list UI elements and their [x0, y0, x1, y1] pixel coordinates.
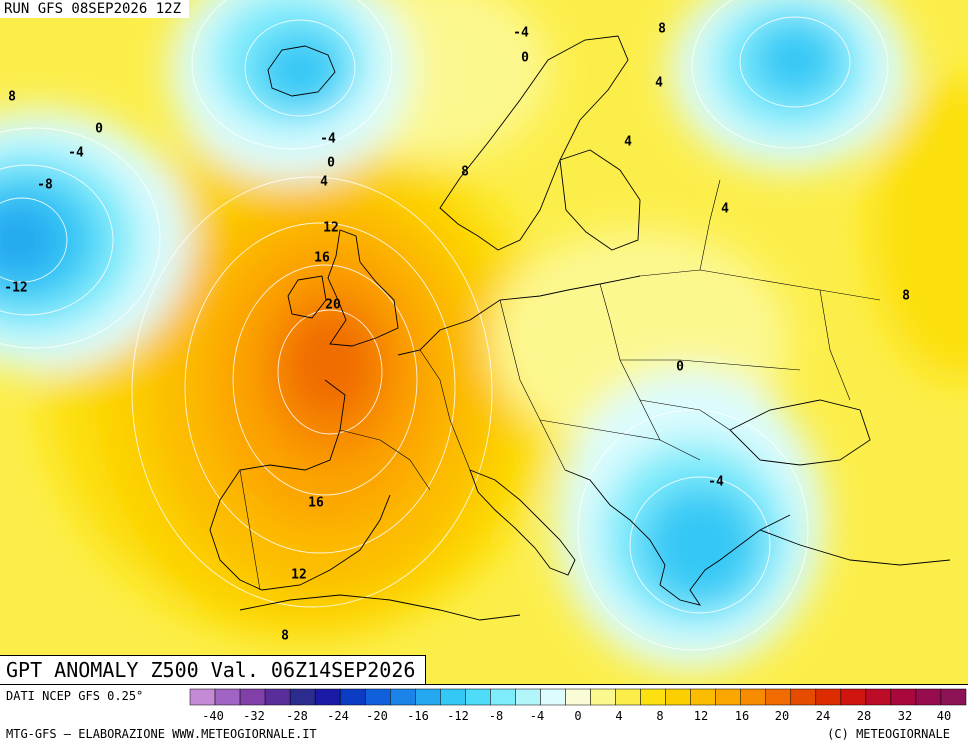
scale-tick-label: -28 — [286, 709, 308, 723]
scale-tick-label: 32 — [898, 709, 912, 723]
scale-swatch — [640, 688, 666, 706]
scale-tick-label: -4 — [530, 709, 544, 723]
scale-swatch — [390, 688, 416, 706]
scale-tick-label: 0 — [574, 709, 581, 723]
contour-label: 8 — [658, 22, 666, 37]
elaboration-credit: MTG-GFS — ELABORAZIONE WWW.METEOGIORNALE… — [6, 727, 317, 741]
scale-tick-label: 24 — [816, 709, 830, 723]
contour-labels: 8 0 -4 -8 -12 -4 0 4 12 16 20 -4 0 8 4 4 4 8 0 -4 16 12 8 8 — [4, 22, 910, 644]
contour-label: -8 — [37, 178, 53, 193]
borders — [239, 179, 881, 591]
scale-tick-label: -12 — [447, 709, 469, 723]
field-positive-core — [285, 310, 375, 420]
contour-label: 0 — [521, 51, 529, 66]
scale-swatch — [515, 688, 541, 706]
scale-swatch — [740, 688, 766, 706]
scale-swatch — [765, 688, 792, 706]
scale-swatch — [189, 688, 216, 706]
scale-tick-label: -24 — [327, 709, 349, 723]
field-gr-low-3 — [640, 485, 760, 605]
scale-tick-label: -16 — [407, 709, 429, 723]
scale-tick-label: 16 — [735, 709, 749, 723]
contour-label: 12 — [291, 568, 307, 583]
scale-swatch — [289, 688, 316, 706]
scale-tick-label: 8 — [656, 709, 663, 723]
coastlines — [209, 35, 951, 621]
scale-swatch — [264, 688, 291, 706]
contour-label: 8 — [902, 289, 910, 304]
scale-tick-label: -20 — [366, 709, 388, 723]
contour-label: 8 — [281, 629, 289, 644]
scale-swatch — [665, 688, 691, 706]
scale-tick-label: 4 — [615, 709, 622, 723]
scale-swatch — [890, 688, 917, 706]
contour-label: 4 — [721, 202, 729, 217]
contour-label: -4 — [68, 146, 84, 161]
contour-label: 4 — [655, 76, 663, 91]
scale-swatch — [339, 688, 366, 706]
scale-tick-label: -8 — [489, 709, 503, 723]
scale-swatch — [364, 688, 391, 706]
scale-swatch — [815, 688, 842, 706]
contour-label: -4 — [708, 475, 724, 490]
scale-swatch — [314, 688, 341, 706]
scale-swatch — [940, 688, 967, 706]
contour-label: -4 — [513, 26, 529, 41]
scale-swatch — [790, 688, 817, 706]
contour-label: 0 — [676, 360, 684, 375]
scale-swatch — [865, 688, 892, 706]
valid-label: GPT ANOMALY Z500 Val. 06Z14SEP2026 — [0, 655, 427, 684]
scale-tick-label: -40 — [202, 709, 224, 723]
scale-swatch — [690, 688, 716, 706]
scale-swatch — [565, 688, 591, 706]
contour-label: 8 — [8, 90, 16, 105]
scale-swatch — [615, 688, 641, 706]
copyright: (C) METEOGIORNALE — [827, 727, 950, 741]
contour-label: 0 — [95, 122, 103, 137]
contour-label: -12 — [4, 281, 27, 296]
scale-swatch — [214, 688, 241, 706]
contour-label: 12 — [323, 221, 339, 236]
scale-tick-label: 12 — [694, 709, 708, 723]
contour-label: 20 — [325, 298, 341, 313]
scale-tick-label: -32 — [243, 709, 265, 723]
scale-swatch — [239, 688, 266, 706]
field-atl-low-4 — [0, 202, 58, 278]
scale-swatch — [540, 688, 566, 706]
scale-swatch — [415, 688, 441, 706]
contour-lines — [0, 0, 889, 651]
scale-swatch — [840, 688, 867, 706]
scale-tick-label: 20 — [775, 709, 789, 723]
footer: -40 -32 -28 -24 -20 -16 -12 -8 -4 0 4 8 12 16 20 24 28 32… — [0, 684, 968, 746]
scale-swatch — [465, 688, 491, 706]
scale-swatch — [915, 688, 942, 706]
contour-label: 0 — [327, 156, 335, 171]
contour-label: 16 — [308, 496, 324, 511]
scale-swatch — [590, 688, 616, 706]
data-source: DATI NCEP GFS 0.25° — [6, 689, 144, 703]
contour-label: -4 — [320, 132, 336, 147]
color-scale: -40 -32 -28 -24 -20 -16 -12 -8 -4 0 4 8 12 16 20 24 28 32… — [189, 688, 967, 723]
contour-label: 4 — [320, 175, 328, 190]
anomaly-map: 8 0 -4 -8 -12 -4 0 4 12 16 20 -4 0 8 4 4 4 8 0 -4 16 12 8 8 — [0, 0, 968, 684]
scale-swatch — [440, 688, 466, 706]
field-east-high — [870, 80, 968, 380]
contour-label: 8 — [461, 165, 469, 180]
scale-tick-label: 40 — [937, 709, 951, 723]
contour-label: 16 — [314, 251, 330, 266]
scale-swatch — [490, 688, 516, 706]
field-ne-low-3 — [750, 20, 840, 100]
run-label: RUN GFS 08SEP2026 12Z — [0, 0, 190, 18]
scale-swatch — [715, 688, 741, 706]
contour-label: 4 — [624, 135, 632, 150]
scale-tick-label: 28 — [857, 709, 871, 723]
